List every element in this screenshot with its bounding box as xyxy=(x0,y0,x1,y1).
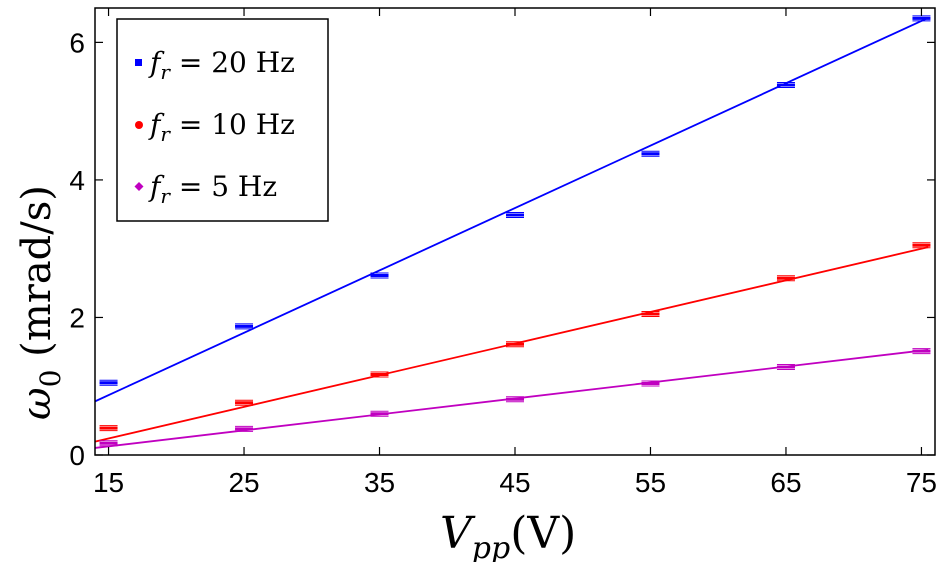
legend-marker-20hz xyxy=(135,59,142,66)
data-point-series-0 xyxy=(99,379,118,386)
data-point-series-2 xyxy=(506,396,524,403)
y-axis-label: ω0 (mrad/s) xyxy=(14,185,67,420)
data-point-series-1 xyxy=(912,242,931,249)
legend: fr = 20 Hz fr = 10 Hz fr = 5 Hz xyxy=(116,18,329,222)
data-point-series-0 xyxy=(506,211,524,218)
x-axis-label-sub: pp xyxy=(472,531,510,562)
data-point-series-2 xyxy=(99,440,118,447)
x-tick-label: 45 xyxy=(499,467,530,498)
data-point-series-1 xyxy=(370,371,389,378)
fit-line-series-0 xyxy=(94,16,929,403)
legend-box xyxy=(116,18,329,222)
legend-item-20hz: fr = 20 Hz xyxy=(148,46,295,84)
data-point-series-2 xyxy=(912,348,931,355)
y-axis-label-main: ω xyxy=(14,387,60,420)
x-tick-label: 55 xyxy=(635,467,666,498)
axis-ticks: 15 25 35 45 55 65 75 0 2 4 6 xyxy=(69,8,937,498)
x-tick-label: 25 xyxy=(228,467,259,498)
x-tick-label: 35 xyxy=(364,467,395,498)
data-point-series-0 xyxy=(370,272,389,279)
data-point-series-2 xyxy=(641,380,660,387)
x-tick-label: 65 xyxy=(770,467,801,498)
y-tick-label: 4 xyxy=(69,165,85,196)
x-axis-label-rest: (V) xyxy=(510,508,576,559)
data-points xyxy=(99,15,931,447)
legend-item-10hz: fr = 10 Hz xyxy=(148,108,295,146)
legend-marker-10hz xyxy=(135,121,143,129)
y-axis-label-sub: 0 xyxy=(34,370,67,388)
legend-item-5hz: fr = 5 Hz xyxy=(148,170,277,208)
x-tick-label: 15 xyxy=(93,467,124,498)
y-tick-label: 2 xyxy=(69,302,85,333)
data-point-series-2 xyxy=(370,410,389,417)
y-axis-label-rest: (mrad/s) xyxy=(14,185,60,369)
data-point-series-1 xyxy=(235,399,254,406)
data-point-series-1 xyxy=(776,275,795,282)
data-point-series-2 xyxy=(235,425,254,432)
x-axis-label: Vpp(V) xyxy=(440,508,576,562)
x-tick-label: 75 xyxy=(906,467,937,498)
legend-marker-5hz xyxy=(134,182,144,191)
y-tick-label: 0 xyxy=(69,440,85,471)
data-point-series-1 xyxy=(641,311,660,318)
data-point-series-2 xyxy=(776,363,795,370)
data-point-series-0 xyxy=(641,150,660,157)
data-point-series-0 xyxy=(776,82,795,89)
y-tick-label: 6 xyxy=(69,27,85,58)
data-point-series-0 xyxy=(235,323,254,330)
data-point-series-1 xyxy=(506,341,524,348)
data-point-series-1 xyxy=(99,425,118,432)
x-axis-label-main: V xyxy=(440,508,476,559)
